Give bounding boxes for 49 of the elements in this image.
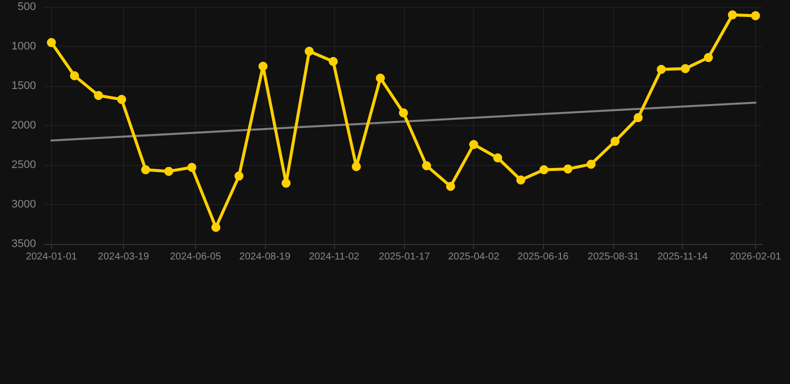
x-tick-label: 2026-02-01 [730,252,782,262]
point [680,64,690,74]
x-tick-label: 2024-11-02 [308,252,360,262]
point [328,57,338,66]
point [563,164,572,174]
point [258,62,268,71]
point [234,172,244,181]
point [634,113,643,122]
point [46,38,56,48]
x-tick-label: 2025-01-17 [378,252,430,262]
point [164,166,174,176]
point [211,222,220,232]
x-tick-label: 2024-03-19 [98,252,150,262]
x-tick-label: 2025-11-14 [657,252,708,262]
point [469,140,478,149]
y-tick-label: 1000 [12,40,36,52]
point [187,162,196,172]
x-tick-label: 2024-06-05 [170,252,222,262]
point [751,11,760,20]
point [141,165,150,174]
y-tick-label: 3000 [12,198,36,210]
y-tick-label: 2500 [12,159,36,171]
point [610,136,620,146]
x-tick-label: 2024-08-19 [239,252,291,262]
y-tick-label: 3500 [12,238,36,250]
point [117,94,126,104]
x-tick-label: 2025-04-02 [448,252,500,262]
point [304,46,314,56]
point [586,160,596,169]
x-tick-label: 2024-01-01 [26,252,78,262]
point [352,162,361,172]
point [398,108,408,118]
point [516,176,526,185]
point [70,71,79,80]
x-tick-label: 2025-08-31 [588,252,640,262]
x-tick-label: 2025-06-16 [517,252,570,262]
point [422,161,432,170]
y-tick-label: 2000 [12,120,36,132]
point [656,64,666,74]
point [539,165,548,174]
y-tick-label: 1500 [12,80,36,92]
point [282,178,291,188]
point [376,74,385,83]
point [728,10,737,20]
point [493,153,502,162]
point [704,53,713,62]
point [446,182,456,191]
point [94,90,104,100]
y-tick-label: 500 [18,1,36,13]
